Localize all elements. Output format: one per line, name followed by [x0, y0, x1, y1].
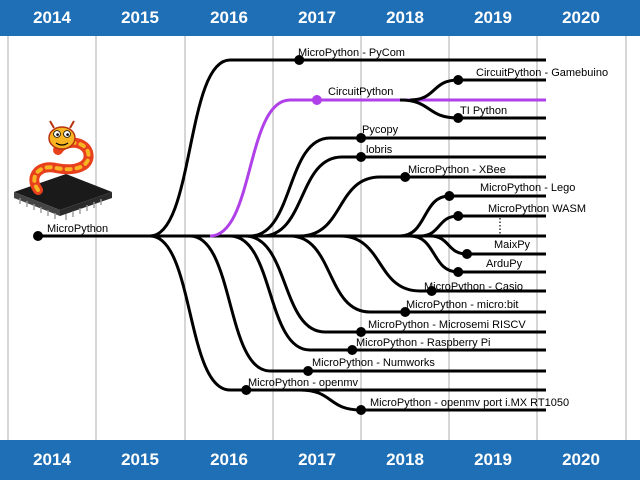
branch-node-circuitpython	[311, 95, 322, 105]
branch-node-openmv	[241, 385, 252, 395]
year-label: 2015	[121, 450, 159, 469]
year-label: 2020	[562, 8, 600, 27]
branch-label: MicroPython - micro:bit	[406, 299, 518, 311]
branch-node-tipython	[453, 113, 464, 123]
branch-node-openmv-imx	[356, 405, 367, 415]
branch-node-microsemi	[356, 327, 367, 337]
branch-label: MicroPython - openmv port i.MX RT1050	[370, 397, 569, 409]
year-label: 2019	[474, 450, 512, 469]
root-node	[33, 231, 43, 241]
branch-curve-raspberry	[229, 234, 546, 352]
year-gridlines	[7, 36, 627, 440]
year-label: 2018	[386, 450, 424, 469]
chip-body	[14, 174, 112, 210]
branch-curve-openmv	[149, 234, 546, 392]
branch-curve-xbee	[299, 175, 546, 238]
branch-curve-microbit	[289, 234, 546, 314]
branch-curve-casio	[339, 234, 546, 293]
year-label: 2018	[386, 8, 424, 27]
branch-node-gamebuino	[453, 75, 464, 85]
branch-node-raspberry	[347, 345, 358, 355]
branch-curve-numworks	[189, 234, 546, 373]
branch-node-lego	[444, 191, 455, 201]
branch-curve-gamebuino	[409, 78, 546, 102]
branch-label: MicroPython - Lego	[480, 182, 575, 194]
branch-label: ArduPy	[486, 258, 523, 270]
branch-label: MicroPython - Raspberry Pi	[356, 337, 491, 349]
root-label: MicroPython	[47, 223, 108, 235]
branch-curve-lobris	[261, 155, 546, 238]
branch-node-lobris	[356, 152, 367, 162]
branch-label: MicroPython - XBee	[408, 164, 506, 176]
branch-node-casio	[426, 286, 437, 296]
year-label: 2020	[562, 450, 600, 469]
branch-node-numworks	[303, 366, 314, 376]
year-label: 2016	[210, 450, 248, 469]
branch-label: MicroPython - openmv	[248, 377, 359, 389]
branch-node-pycopy	[356, 133, 367, 143]
branch-label: MicroPython WASM	[488, 203, 586, 215]
year-label: 2019	[474, 8, 512, 27]
branch-node-xbee	[400, 172, 411, 182]
branch-curve-wasm	[419, 214, 546, 238]
year-label: 2014	[33, 450, 71, 469]
branch-node-microbit	[400, 307, 411, 317]
micropython-logo	[14, 120, 112, 220]
branch-label: CircuitPython - Gamebuino	[476, 67, 608, 79]
branch-label: TI Python	[460, 105, 507, 117]
year-label: 2017	[298, 450, 336, 469]
branch-nodes	[241, 55, 473, 415]
snake-horns	[49, 120, 75, 129]
year-label: 2014	[33, 8, 71, 27]
branch-label: MaixPy	[494, 239, 531, 251]
chip-side	[60, 192, 112, 216]
branch-node-maixpy	[462, 249, 473, 259]
branch-node-ardupy	[453, 267, 464, 277]
year-label: 2015	[121, 8, 159, 27]
branch-node-wasm	[453, 211, 464, 221]
timeline-trunks	[38, 218, 546, 238]
branch-curve-pycom	[149, 58, 546, 238]
branch-label: MicroPython - Casio	[424, 281, 523, 293]
branch-label: Pycopy	[362, 124, 399, 136]
branch-label: MicroPython - PyCom	[298, 47, 405, 59]
branch-label: MicroPython - Numworks	[312, 357, 435, 369]
year-label: 2017	[298, 8, 336, 27]
branch-label: lobris	[366, 144, 393, 156]
year-label: 2016	[210, 8, 248, 27]
branch-curve-microsemi	[244, 234, 546, 334]
snake-mouth	[55, 142, 69, 146]
snake-head	[48, 126, 76, 150]
branch-node-pycom	[294, 55, 305, 65]
branch-curve-pycopy	[249, 136, 546, 238]
branch-label: CircuitPython	[328, 86, 393, 98]
year-header-top: 2014 2015 2016 2017 2018 2019 2020	[0, 0, 640, 36]
year-header-bottom: 2014 2015 2016 2017 2018 2019 2020	[0, 440, 640, 480]
chip-pins	[19, 198, 102, 220]
branch-curve-circuitpython	[209, 98, 546, 238]
branch-label: MicroPython - Microsemi RISCV	[368, 319, 526, 331]
